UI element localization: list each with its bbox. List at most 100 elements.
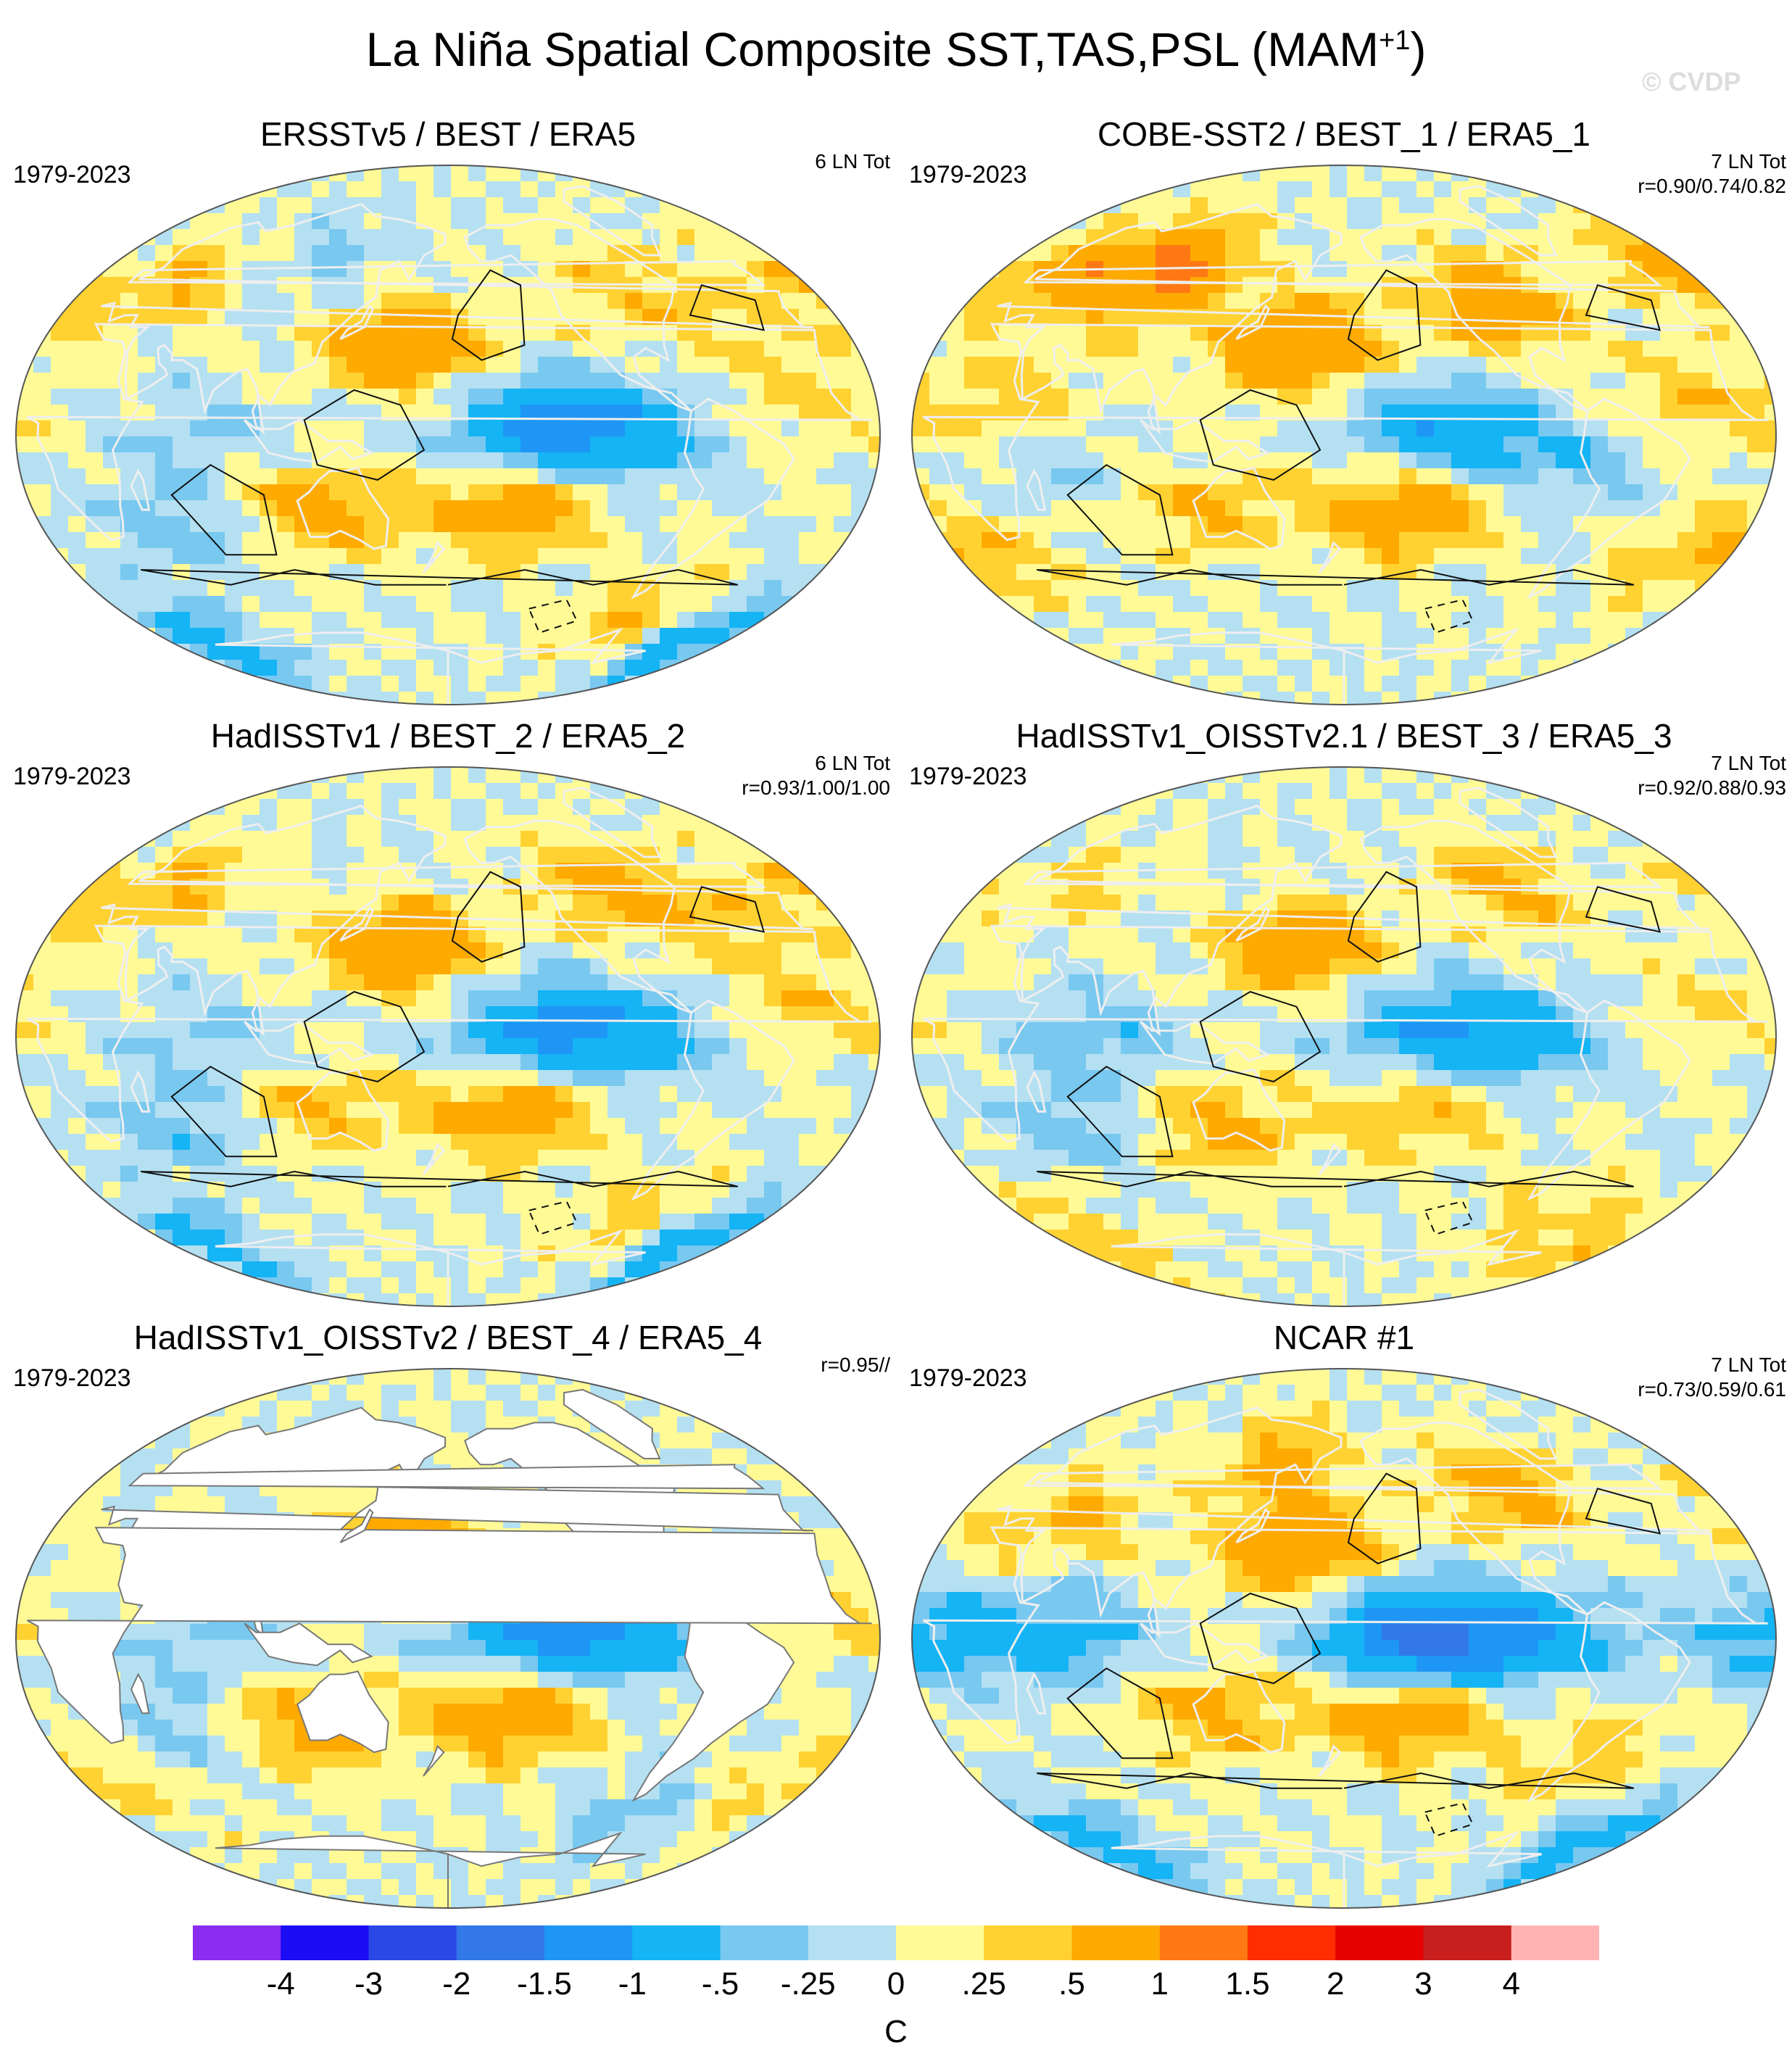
- field-cell: [103, 831, 121, 847]
- field-cell: [816, 420, 834, 437]
- field-cell: [1051, 452, 1069, 469]
- field-cell: [1034, 293, 1052, 310]
- field-cell: [799, 1182, 817, 1198]
- field-cell: [16, 261, 34, 278]
- field-cell: [434, 1054, 452, 1071]
- field-cell: [434, 165, 452, 182]
- field-cell: [451, 767, 469, 784]
- field-cell: [625, 357, 643, 373]
- field-cell: [1103, 181, 1121, 198]
- field-cell: [416, 1166, 434, 1182]
- field-cell: [173, 926, 191, 943]
- field-cell: [1469, 452, 1487, 469]
- field-cell: [51, 1022, 69, 1039]
- field-cell: [1469, 516, 1487, 533]
- field-cell: [1416, 484, 1435, 501]
- stats-line: 6 LN Tot: [815, 150, 890, 173]
- field-cell: [625, 1054, 643, 1071]
- field-cell: [416, 245, 434, 262]
- field-cell: [225, 1086, 243, 1103]
- field-cell: [1695, 293, 1713, 310]
- field-cell: [1712, 612, 1730, 629]
- field-cell: [1069, 373, 1087, 389]
- field-cell: [155, 660, 173, 676]
- figure-title: La Niña Spatial Composite SST,TAS,PSL (M…: [0, 22, 1792, 77]
- field-cell: [868, 863, 880, 879]
- field-cell: [982, 373, 1000, 389]
- field-cell: [399, 580, 417, 597]
- field-cell: [947, 181, 965, 198]
- field-cell: [1243, 660, 1261, 676]
- field-cell: [677, 1102, 695, 1119]
- field-cell: [1277, 405, 1295, 421]
- field-cell: [1521, 420, 1539, 437]
- field-cell: [1764, 644, 1776, 660]
- field-cell: [381, 468, 399, 485]
- field-cell: [138, 676, 156, 692]
- field-cell: [33, 373, 51, 389]
- field-cell: [155, 926, 173, 943]
- field-cell: [1764, 516, 1776, 533]
- field-cell: [381, 863, 399, 879]
- field-cell: [103, 197, 121, 214]
- field-cell: [277, 1150, 295, 1166]
- field-cell: [868, 500, 880, 517]
- field-cell: [625, 420, 643, 437]
- field-cell: [16, 1182, 34, 1198]
- field-cell: [590, 612, 608, 629]
- field-cell: [1208, 261, 1226, 278]
- field-cell: [138, 1134, 156, 1150]
- field-cell: [329, 277, 347, 294]
- field-cell: [434, 1102, 452, 1119]
- field-cell: [573, 958, 591, 975]
- field-cell: [86, 1022, 104, 1039]
- field-cell: [1156, 692, 1174, 705]
- field-cell: [1677, 357, 1696, 373]
- field-cell: [1434, 564, 1452, 581]
- field-cell: [155, 1054, 173, 1071]
- field-cell: [120, 1245, 138, 1262]
- field-cell: [947, 644, 965, 660]
- field-cell: [486, 1214, 504, 1230]
- field-cell: [799, 309, 817, 326]
- field-cell: [607, 564, 626, 581]
- field-cell: [1295, 181, 1313, 198]
- field-cell: [834, 831, 852, 847]
- field-cell: [1608, 293, 1626, 310]
- field-cell: [1330, 564, 1348, 581]
- field-cell: [1521, 500, 1539, 517]
- field-cell: [590, 942, 608, 959]
- field-cell: [190, 564, 208, 581]
- field-cell: [138, 484, 156, 501]
- field-cell: [1521, 484, 1539, 501]
- field-cell: [277, 863, 295, 879]
- field-cell: [590, 660, 608, 676]
- field-cell: [1103, 309, 1121, 326]
- field-cell: [138, 847, 156, 863]
- field-cell: [642, 500, 660, 517]
- field-cell: [381, 357, 399, 373]
- field-cell: [1660, 564, 1678, 581]
- field-cell: [781, 831, 800, 847]
- field-cell: [868, 847, 880, 863]
- field-cell: [1121, 341, 1139, 357]
- field-cell: [1695, 197, 1713, 214]
- field-cell: [1086, 468, 1104, 485]
- field-cell: [1625, 181, 1643, 198]
- field-cell: [964, 197, 982, 214]
- field-cell: [16, 1054, 34, 1071]
- field-cell: [1173, 500, 1191, 517]
- field-cell: [120, 165, 138, 182]
- field-cell: [1156, 277, 1174, 294]
- field-cell: [781, 229, 800, 246]
- field-cell: [86, 389, 104, 405]
- field-cell: [68, 277, 86, 294]
- field-cell: [33, 628, 51, 644]
- field-cell: [207, 1086, 225, 1103]
- field-cell: [660, 468, 678, 485]
- field-cell: [207, 1054, 225, 1071]
- field-cell: [207, 1134, 225, 1150]
- field-cell: [1451, 660, 1469, 676]
- field-cell: [677, 261, 695, 278]
- field-cell: [1764, 341, 1776, 357]
